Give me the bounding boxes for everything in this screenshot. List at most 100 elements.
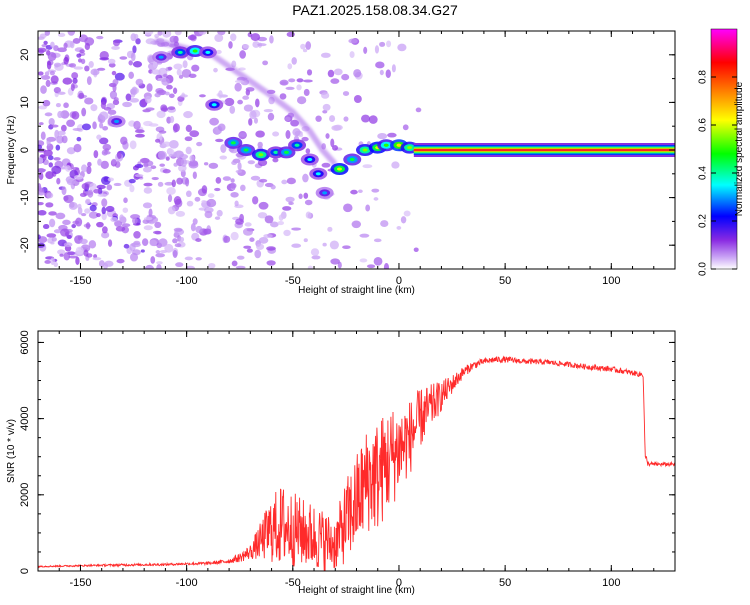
noise-blob — [185, 265, 195, 269]
x-tick-label: 0 — [396, 275, 402, 287]
noise-blob — [159, 163, 166, 167]
noise-blob — [215, 177, 222, 184]
noise-blob — [245, 87, 255, 92]
noise-blob — [173, 227, 183, 232]
noise-blob — [172, 36, 179, 43]
noise-blob — [296, 84, 302, 91]
ridge-blob-core — [243, 148, 249, 152]
noise-blob — [303, 192, 309, 199]
noise-blob — [150, 165, 157, 170]
noise-blob — [348, 38, 358, 44]
noise-blob — [96, 184, 106, 190]
noise-blob — [114, 72, 125, 81]
noise-blob — [44, 31, 51, 36]
noise-blob — [166, 187, 176, 195]
noise-blob — [101, 198, 108, 207]
noise-blob — [99, 57, 110, 61]
noise-blob — [203, 228, 212, 235]
noise-blob — [73, 143, 82, 153]
noise-blob — [305, 148, 311, 154]
noise-blob — [73, 66, 84, 70]
noise-blob — [87, 161, 92, 167]
noise-blob — [288, 78, 296, 83]
noise-blob — [89, 204, 97, 212]
noise-blob — [263, 233, 273, 238]
noise-blob — [166, 148, 175, 156]
noise-blob — [38, 144, 43, 150]
noise-blob — [257, 159, 268, 167]
noise-blob — [131, 86, 138, 96]
noise-blob — [47, 155, 54, 161]
noise-blob — [178, 74, 184, 79]
noise-blob — [290, 119, 300, 127]
noise-blob — [327, 226, 333, 232]
noise-blob — [343, 203, 353, 213]
noise-blob — [300, 43, 306, 50]
noise-blob — [84, 65, 90, 72]
noise-blob — [46, 137, 51, 147]
noise-blob — [238, 67, 246, 71]
noise-blob — [169, 115, 175, 124]
noise-blob — [145, 107, 155, 111]
noise-blob — [342, 245, 351, 250]
noise-blob — [142, 202, 153, 209]
noise-blob — [61, 135, 68, 144]
noise-blob — [330, 258, 340, 265]
tone-band — [413, 149, 675, 151]
noise-blob — [81, 164, 88, 173]
noise-blob — [44, 112, 53, 117]
noise-blob — [143, 187, 153, 194]
noise-blob — [57, 249, 66, 255]
noise-blob — [234, 79, 245, 84]
noise-blob — [40, 75, 51, 80]
noise-blob — [75, 246, 84, 255]
noise-blob — [40, 131, 46, 141]
noise-blob — [133, 120, 141, 130]
noise-blob — [194, 196, 201, 202]
snr-series-line — [38, 355, 675, 571]
noise-blob — [79, 49, 85, 54]
noise-blob — [253, 117, 258, 124]
noise-blob — [148, 208, 153, 217]
noise-blob — [112, 83, 117, 93]
noise-blob — [167, 66, 173, 71]
noise-blob — [49, 218, 56, 228]
ridge-blob-core — [192, 49, 198, 53]
noise-blob — [66, 234, 72, 239]
noise-blob — [123, 197, 128, 204]
noise-blob — [230, 178, 235, 183]
noise-blob — [141, 238, 149, 246]
noise-blob — [351, 220, 362, 229]
noise-blob — [68, 255, 78, 259]
y-tick-label: 4000 — [19, 406, 31, 430]
noise-blob — [155, 138, 161, 143]
noise-blob — [306, 69, 313, 76]
noise-blob — [135, 78, 144, 86]
noise-blob — [139, 157, 150, 164]
noise-blob — [101, 206, 106, 215]
noise-blob — [46, 60, 52, 70]
noise-blob — [157, 181, 164, 187]
noise-blob — [223, 235, 231, 243]
noise-blob — [361, 114, 371, 123]
noise-blob — [59, 253, 64, 257]
noise-blob — [180, 158, 187, 168]
noise-blob — [144, 264, 154, 269]
noise-blob — [291, 243, 302, 248]
noise-blob — [272, 131, 280, 137]
noise-blob — [350, 189, 358, 195]
noise-blob — [214, 187, 221, 192]
noise-blob — [296, 78, 304, 83]
noise-blob — [120, 136, 128, 145]
noise-blob — [238, 132, 247, 138]
y-tick-label: 6000 — [19, 330, 31, 354]
noise-blob — [81, 123, 91, 131]
noise-blob — [155, 250, 161, 254]
noise-blob — [144, 95, 152, 104]
noise-blob — [51, 165, 62, 175]
noise-blob — [50, 257, 55, 266]
noise-blob — [46, 233, 57, 238]
noise-blob — [43, 149, 53, 157]
noise-blob — [155, 87, 164, 94]
